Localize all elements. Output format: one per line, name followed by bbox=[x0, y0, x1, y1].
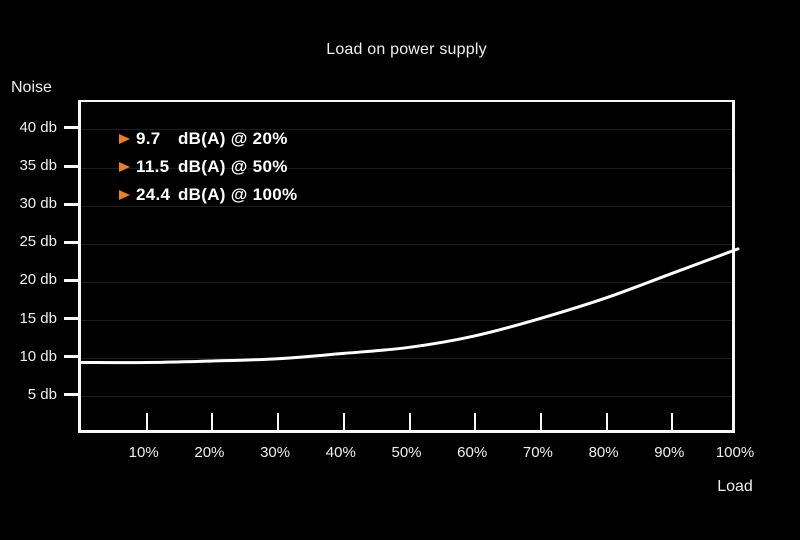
x-tick-70pct bbox=[539, 413, 542, 430]
x-axis-title: Load bbox=[717, 478, 753, 495]
y-tick-label: 20 db bbox=[19, 271, 57, 289]
x-tick-50pct bbox=[408, 413, 411, 430]
y-tick-label: 5 db bbox=[27, 385, 57, 403]
gridline-5db bbox=[81, 396, 732, 398]
x-tick-label: 100% bbox=[715, 444, 755, 461]
x-tick-label: 70% bbox=[522, 444, 553, 461]
y-tick-30db bbox=[64, 202, 78, 206]
y-axis-title: Noise bbox=[11, 79, 52, 96]
x-tick-label: 40% bbox=[325, 444, 356, 461]
legend-label: dB(A) @ 20% bbox=[178, 129, 288, 148]
gridline-30db bbox=[81, 205, 732, 207]
x-tick-label: 30% bbox=[260, 444, 291, 461]
x-tick-label: 20% bbox=[194, 444, 225, 461]
legend-label: dB(A) @ 50% bbox=[178, 157, 288, 176]
x-tick-20pct bbox=[211, 413, 214, 430]
gridline-15db bbox=[81, 320, 732, 322]
y-tick-35db bbox=[64, 164, 78, 168]
triangle-right-icon bbox=[119, 134, 130, 144]
x-tick-90pct bbox=[671, 413, 674, 430]
x-tick-label: 60% bbox=[457, 444, 488, 461]
y-tick-25db bbox=[64, 240, 78, 244]
x-tick-label: 90% bbox=[654, 444, 685, 461]
y-tick-15db bbox=[64, 317, 78, 321]
y-tick-label: 40 db bbox=[19, 118, 57, 136]
legend-row: 24.4 dB(A) @ 100% bbox=[119, 181, 297, 209]
triangle-right-icon bbox=[119, 162, 130, 172]
chart-title: Load on power supply bbox=[326, 41, 487, 58]
gridline-10db bbox=[81, 358, 732, 360]
y-tick-label: 10 db bbox=[19, 347, 57, 365]
x-tick-label: 80% bbox=[588, 444, 619, 461]
noise-curve bbox=[79, 247, 740, 365]
x-tick-40pct bbox=[342, 413, 345, 430]
legend-row: 9.7 dB(A) @ 20% bbox=[119, 125, 297, 153]
gridline-35db bbox=[81, 167, 732, 169]
y-tick-40db bbox=[64, 126, 78, 130]
y-tick-label: 30 db bbox=[19, 195, 57, 213]
y-tick-20db bbox=[64, 278, 78, 282]
x-tick-80pct bbox=[605, 413, 608, 430]
legend-value: 9.7 bbox=[136, 129, 161, 148]
plot-area bbox=[78, 100, 740, 433]
legend-label: dB(A) @ 100% bbox=[178, 185, 298, 204]
y-tick-5db bbox=[64, 393, 78, 397]
x-tick-10pct bbox=[145, 413, 148, 430]
x-tick-label: 10% bbox=[128, 444, 159, 461]
y-tick-label: 35 db bbox=[19, 157, 57, 175]
noise-curve-path bbox=[79, 247, 740, 365]
x-tick-30pct bbox=[277, 413, 280, 430]
legend-row: 11.5 dB(A) @ 50% bbox=[119, 153, 297, 181]
triangle-right-icon bbox=[119, 190, 130, 200]
x-tick-60pct bbox=[474, 413, 477, 430]
y-tick-label: 15 db bbox=[19, 309, 57, 327]
legend-value: 11.5 bbox=[136, 157, 170, 176]
y-tick-label: 25 db bbox=[19, 233, 57, 251]
gridline-25db bbox=[81, 243, 732, 245]
gridline-40db bbox=[81, 129, 732, 131]
x-tick-label: 50% bbox=[391, 444, 422, 461]
legend-value: 24.4 bbox=[136, 185, 171, 204]
gridline-20db bbox=[81, 281, 732, 283]
y-tick-10db bbox=[64, 355, 78, 359]
legend: 9.7 dB(A) @ 20% 11.5 dB(A) @ 50% 24.4 dB(A) @… bbox=[119, 125, 297, 209]
